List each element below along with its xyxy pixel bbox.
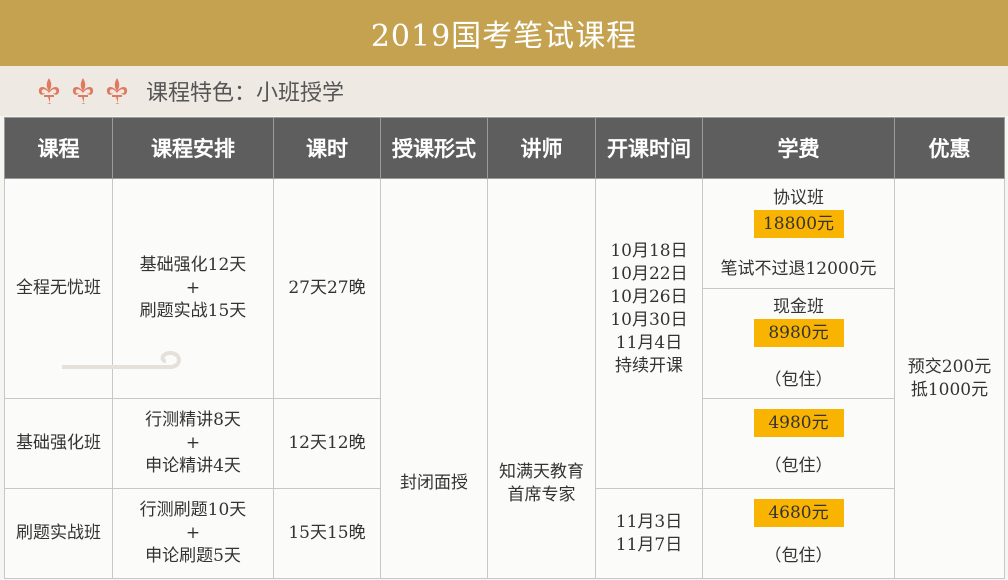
course-plan: 基础强化12天 + 刷题实战15天 — [112, 178, 274, 399]
plan-plus: + — [185, 523, 201, 543]
course-plan: 行测精讲8天 + 申论精讲4天 — [112, 398, 274, 489]
header-start-date: 开课时间 — [595, 117, 703, 179]
start-date: 10月30日 — [610, 309, 688, 330]
fee-note: （包住） — [764, 456, 833, 476]
fleur-de-lis-icon — [106, 78, 128, 104]
start-date: 11月7日 — [615, 534, 683, 555]
price-badge: 4980元 — [753, 409, 844, 437]
course-hours: 27天27晚 — [273, 178, 381, 399]
discount-line: 抵1000元 — [910, 379, 989, 400]
start-date: 持续开课 — [615, 355, 683, 376]
course-plan: 行测刷题10天 + 申论刷题5天 — [112, 488, 274, 579]
price-badge: 18800元 — [753, 209, 844, 238]
header-hours: 课时 — [273, 117, 381, 179]
start-date: 11月3日 — [615, 511, 683, 532]
teacher-line: 知满天教育 — [499, 461, 584, 482]
price-badge: 8980元 — [753, 318, 844, 347]
table-row: 刷题实战班 行测刷题10天 + 申论刷题5天 15天15晚 11月3日 11月7… — [4, 488, 1005, 579]
header-course: 课程 — [4, 117, 113, 179]
plan-line: 刷题实战15天 — [139, 301, 247, 321]
plan-line: 基础强化12天 — [139, 255, 247, 275]
header-format: 授课形式 — [380, 117, 488, 179]
table-row: 现金班 8980元 （包住） — [5, 288, 1005, 399]
fleur-de-lis-decoration — [34, 76, 132, 106]
discount-line: 预交200元 — [907, 356, 992, 377]
fee-label: 协议班 — [773, 187, 824, 208]
fleur-de-lis-icon — [38, 78, 60, 104]
plan-line: 申论精讲4天 — [145, 456, 241, 476]
fee-basic: 4980元 （包住） — [702, 398, 895, 489]
teaching-format: 封闭面授 — [380, 178, 488, 579]
course-hours: 12天12晚 — [273, 398, 381, 489]
table-row: 全程无忧班 基础强化12天 + 刷题实战15天 27天27晚 封闭面授 知满天教… — [4, 178, 1005, 579]
page-title: 2019国考笔试课程 — [0, 0, 1008, 66]
course-name: 基础强化班 — [4, 398, 113, 489]
fee-agreement: 协议班 18800元 笔试不过退12000元 — [702, 178, 895, 289]
start-date: 10月22日 — [610, 263, 688, 284]
header-schedule: 课程安排 — [112, 117, 274, 179]
teacher-line: 首席专家 — [507, 484, 576, 505]
price-badge: 4680元 — [753, 499, 844, 527]
start-date: 10月26日 — [610, 286, 688, 307]
plan-line: 行测精讲8天 — [145, 410, 241, 430]
fee-cash: 现金班 8980元 （包住） — [702, 288, 895, 399]
start-date: 11月4日 — [615, 332, 683, 353]
course-hours: 15天15晚 — [273, 488, 381, 579]
fee-note: （包住） — [764, 369, 833, 390]
fee-note: 笔试不过退12000元 — [720, 258, 877, 279]
plan-line: 申论刷题5天 — [145, 546, 241, 566]
start-date: 10月18日 — [610, 240, 688, 261]
header-discount: 优惠 — [894, 117, 1005, 179]
table-header-row: 课程 课程安排 课时 授课形式 讲师 开课时间 学费 优惠 — [4, 117, 1005, 179]
feature-banner: 课程特色：小班授学 — [0, 66, 1008, 116]
course-name: 刷题实战班 — [4, 488, 113, 579]
course-name: 全程无忧班 — [4, 178, 113, 399]
teacher: 知满天教育 首席专家 — [487, 178, 596, 579]
discount: 预交200元 抵1000元 — [894, 178, 1005, 579]
plan-plus: + — [185, 278, 201, 298]
start-dates-group1: 10月18日 10月22日 10月26日 10月30日 11月4日 持续开课 — [595, 178, 703, 489]
fee-practice: 4680元 （包住） — [702, 488, 895, 579]
plan-plus: + — [185, 433, 201, 453]
table-row: 基础强化班 行测精讲8天 + 申论精讲4天 12天12晚 4980元 （包住） — [4, 398, 1005, 489]
header-fee: 学费 — [702, 117, 895, 179]
course-table: 课程 课程安排 课时 授课形式 讲师 开课时间 学费 优惠 全程无忧班 基础强化… — [4, 117, 1005, 579]
plan-line: 行测刷题10天 — [139, 500, 247, 520]
feature-text: 课程特色：小班授学 — [146, 81, 345, 106]
fee-note: （包住） — [764, 546, 833, 566]
fleur-de-lis-icon — [72, 78, 94, 104]
fee-label: 现金班 — [773, 296, 824, 317]
header-teacher: 讲师 — [487, 117, 596, 179]
start-dates-group2: 11月3日 11月7日 — [595, 488, 703, 579]
